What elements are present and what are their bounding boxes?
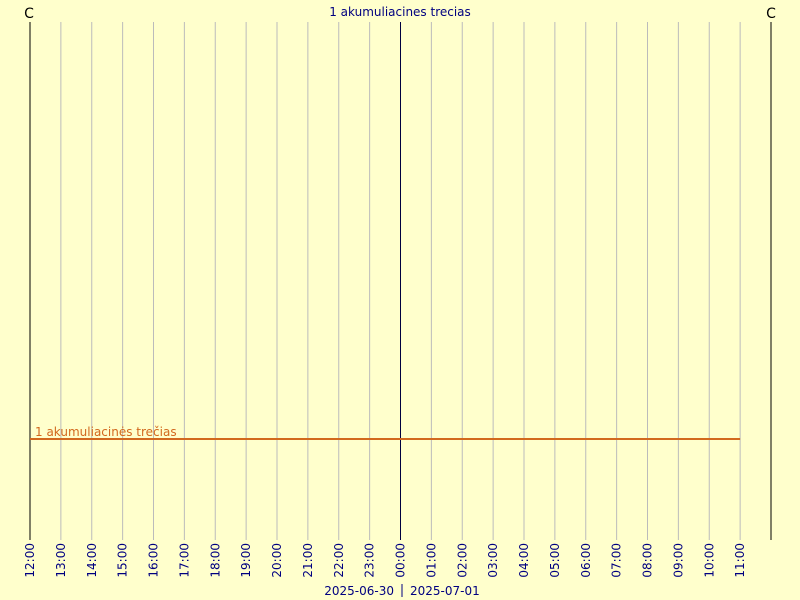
x-tick-label: 11:00: [733, 543, 747, 578]
x-tick-label: 01:00: [424, 543, 438, 578]
x-tick-label: 17:00: [177, 543, 191, 578]
x-tick-label: 13:00: [54, 543, 68, 578]
unit-label-left: C: [24, 6, 34, 22]
x-tick-label: 06:00: [579, 543, 593, 578]
unit-label-right: C: [766, 6, 776, 22]
x-tick-label: 16:00: [147, 543, 161, 578]
x-tick-label: 05:00: [548, 543, 562, 578]
x-tick-label: 22:00: [332, 543, 346, 578]
x-tick-label: 23:00: [363, 543, 377, 578]
date-label: 2025-06-30: [324, 584, 394, 598]
x-tick-label: 15:00: [116, 543, 130, 578]
chart-title: 1 akumuliacines trecias: [329, 5, 471, 19]
x-tick-label: 03:00: [486, 543, 500, 578]
x-tick-label: 20:00: [270, 543, 284, 578]
series-label: 1 akumuliacinės trečias: [35, 425, 177, 439]
x-tick-label: 12:00: [23, 543, 37, 578]
x-tick-label: 07:00: [610, 543, 624, 578]
x-tick-label: 10:00: [702, 543, 716, 578]
x-tick-label: 21:00: [301, 543, 315, 578]
x-tick-label: 09:00: [671, 543, 685, 578]
x-tick-label: 04:00: [517, 543, 531, 578]
x-tick-label: 02:00: [455, 543, 469, 578]
x-tick-label: 19:00: [239, 543, 253, 578]
date-label: 2025-07-01: [410, 584, 480, 598]
x-tick-label: 14:00: [85, 543, 99, 578]
x-tick-label: 18:00: [208, 543, 222, 578]
x-tick-label: 08:00: [641, 543, 655, 578]
x-tick-label: 00:00: [394, 543, 408, 578]
